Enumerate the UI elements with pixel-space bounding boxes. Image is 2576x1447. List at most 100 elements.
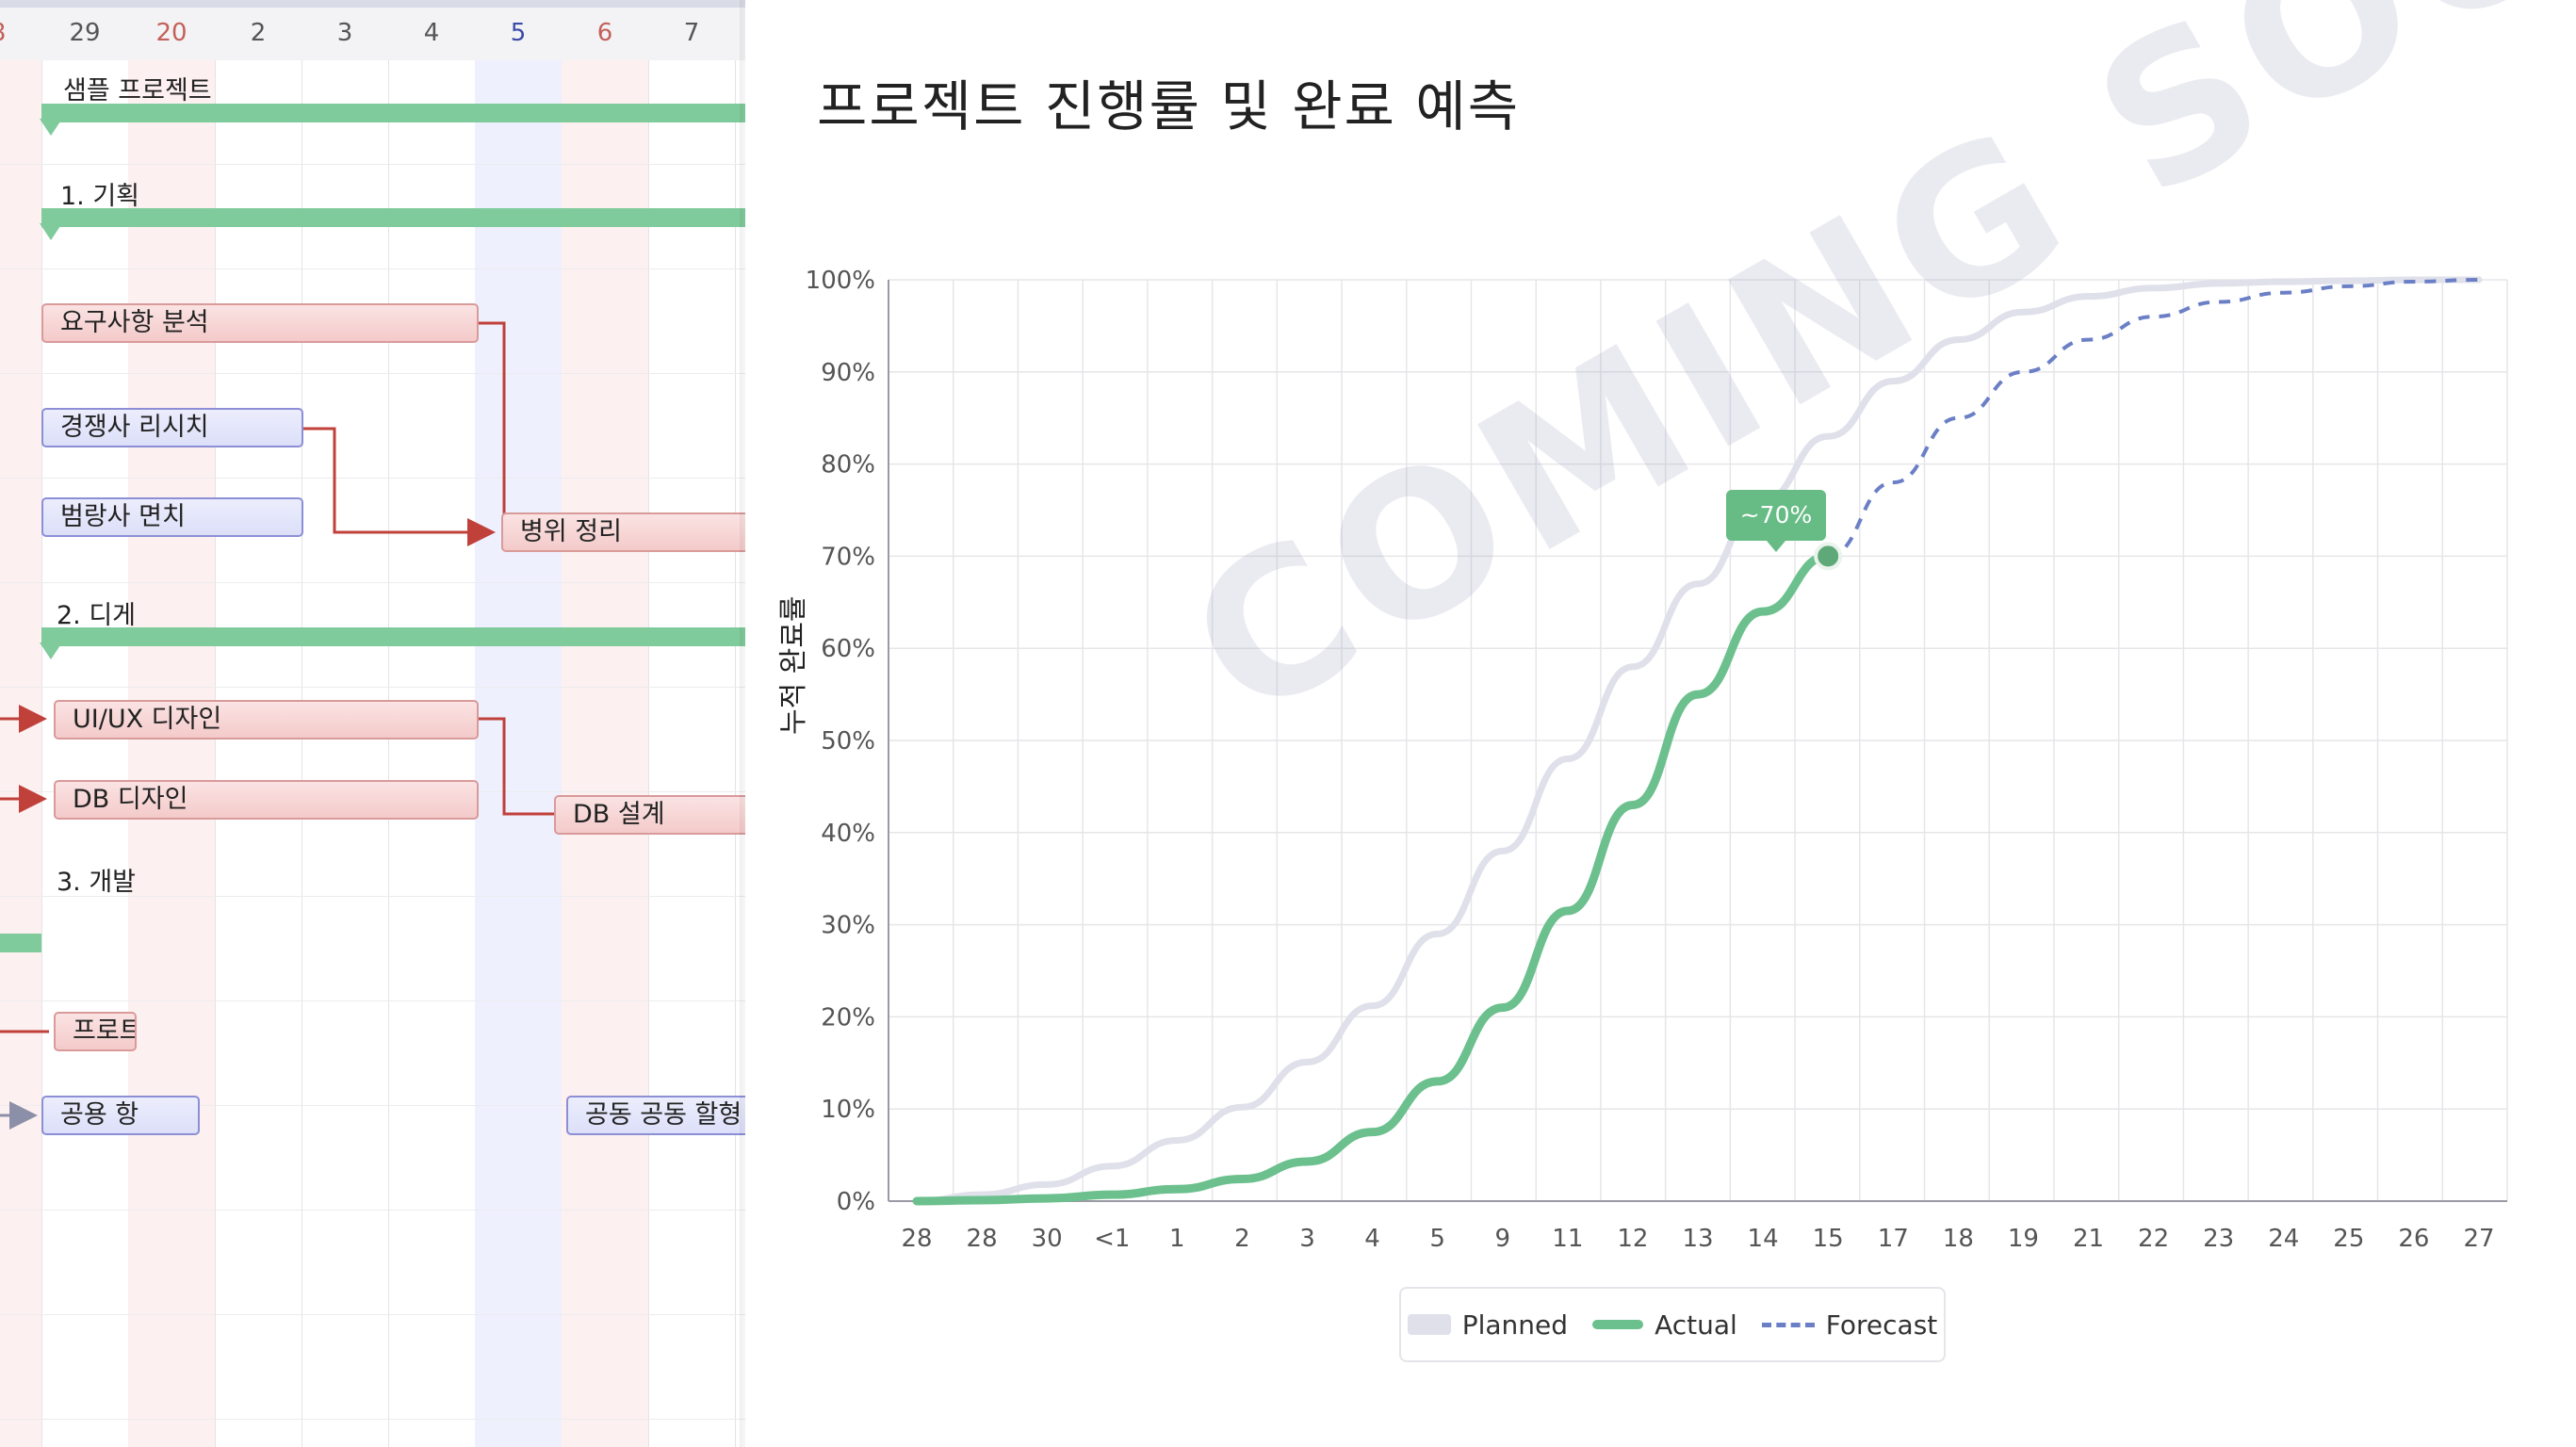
grid-row-line [0, 164, 745, 165]
grid-row-line [0, 478, 745, 479]
y-tick-label: 70% [821, 543, 875, 571]
x-tick-label: 11 [1552, 1225, 1583, 1253]
y-tick-label: 0% [837, 1188, 875, 1216]
gantt-summary-bar[interactable] [41, 208, 745, 227]
legend-label-forecast: Forecast [1825, 1309, 1938, 1341]
grid-row-line [0, 582, 745, 583]
weekend-column [128, 60, 215, 1447]
y-tick-label: 20% [821, 1003, 875, 1032]
gantt-summary-bar[interactable] [0, 934, 41, 952]
gantt-group-label[interactable]: 샘플 프로젝트 [63, 76, 212, 106]
grid-row-line [0, 1210, 745, 1211]
x-tick-label: 5 [1429, 1225, 1445, 1253]
day-header[interactable]: 8 [0, 19, 41, 47]
day-header[interactable]: 5 [510, 19, 527, 47]
legend-item-actual[interactable]: Actual [1592, 1309, 1737, 1341]
chart-panel: 프로젝트 진행률 및 완료 예측 누적 완료률 0% 10% 20% 30% 40% 50… [749, 0, 2576, 1447]
gantt-timeline-header: 8 29 20 2 3 4 5 6 7 [0, 0, 745, 60]
grid-column-line [41, 60, 42, 1447]
grid-column-line [648, 60, 649, 1447]
gantt-task-bar[interactable]: 경쟁사 리시치 [41, 408, 303, 447]
y-tick-label: 80% [821, 451, 875, 480]
x-tick-label: 25 [2333, 1225, 2364, 1253]
gantt-group-label[interactable]: 1. 기획 [60, 182, 140, 211]
grid-column-line [735, 60, 736, 1447]
x-tick-label: 30 [1032, 1225, 1063, 1253]
x-tick-label: 9 [1494, 1225, 1510, 1253]
y-tick-label: 10% [821, 1096, 875, 1124]
x-tick-label: 23 [2203, 1225, 2234, 1253]
legend-label-actual: Actual [1655, 1309, 1737, 1341]
y-tick-label: 30% [821, 912, 875, 940]
panel-divider [740, 0, 745, 1447]
x-tick-label: 15 [1813, 1225, 1844, 1253]
legend-item-forecast[interactable]: Forecast [1761, 1309, 1938, 1341]
gantt-task-bar[interactable]: 범랑사 면치 [41, 497, 303, 537]
progress-chart: 0% 10% 20% 30% 40% 50% 60% 70% 80% 90% 100% 28 28 30… [806, 267, 2508, 1253]
grid-row-line [0, 1105, 745, 1106]
x-tick-label: 2 [1234, 1225, 1250, 1253]
x-tick-label: 13 [1682, 1225, 1713, 1253]
gantt-dependency-links [0, 321, 554, 1130]
series-forecast-line [1827, 278, 2480, 559]
dependency-link [303, 427, 496, 546]
x-tick-label: 28 [901, 1225, 932, 1253]
day-header[interactable]: 6 [596, 19, 613, 47]
x-tick-label: 18 [1943, 1225, 1974, 1253]
chart-legend: Planned Actual Forecast [1399, 1287, 1946, 1362]
forecast-swatch-icon [1761, 1322, 1815, 1327]
y-tick-label: 90% [821, 359, 875, 387]
gantt-task-bar[interactable]: 공동 공동 할형 [566, 1096, 745, 1135]
x-tick-label: 26 [2398, 1225, 2429, 1253]
x-tick-label: 12 [1617, 1225, 1648, 1253]
y-tick-label: 40% [821, 820, 875, 848]
progress-callout: ~70% [1726, 490, 1826, 552]
x-tick-label: 19 [2008, 1225, 2039, 1253]
legend-item-planned[interactable]: Planned [1407, 1309, 1569, 1341]
x-tick-label: 1 [1169, 1225, 1185, 1253]
gantt-task-bar[interactable]: UI/UX 디자인 [54, 700, 479, 740]
y-tick-label: 100% [806, 267, 875, 295]
gantt-summary-bar[interactable] [41, 627, 745, 646]
day-header[interactable]: 7 [683, 19, 700, 47]
y-tick-label: 60% [821, 635, 875, 663]
gantt-task-bar[interactable]: 요구사항 분석 [41, 303, 479, 343]
grid-row-line [0, 896, 745, 897]
dependency-link [479, 321, 506, 532]
chart-title: 프로젝트 진행률 및 완료 예측 [817, 74, 1521, 138]
planned-swatch-icon [1407, 1314, 1451, 1335]
weekend-column [0, 60, 41, 1447]
today-column [475, 60, 562, 1447]
gantt-task-bar[interactable]: 병위 정리 [501, 512, 745, 552]
gantt-summary-bar[interactable] [41, 104, 745, 122]
x-tick-label: 28 [967, 1225, 998, 1253]
grid-row-line [0, 1000, 745, 1001]
gantt-task-bar[interactable]: 공용 항 [41, 1096, 200, 1135]
x-tick-label: 22 [2138, 1225, 2169, 1253]
grid-column-line [215, 60, 216, 1447]
gantt-task-bar[interactable]: 프로트 [54, 1012, 137, 1051]
day-header[interactable]: 2 [250, 19, 267, 47]
summary-start-marker [40, 642, 62, 659]
grid-column-line [388, 60, 389, 1447]
x-tick-label: 14 [1748, 1225, 1779, 1253]
x-tick-label: 3 [1299, 1225, 1315, 1253]
gantt-task-bar[interactable]: DB 설계 [554, 795, 745, 835]
x-tick-label: 24 [2268, 1225, 2299, 1253]
current-progress-marker [1814, 542, 1843, 571]
weekend-column [562, 60, 648, 1447]
day-header[interactable]: 29 [69, 19, 101, 47]
x-tick-label: 27 [2463, 1225, 2494, 1253]
summary-start-marker [40, 119, 62, 136]
grid-row-line [0, 268, 745, 269]
gantt-task-bar[interactable]: DB 디자인 [54, 780, 479, 820]
day-header[interactable]: 4 [423, 19, 440, 47]
day-header[interactable]: 20 [155, 19, 187, 47]
day-header[interactable]: 3 [336, 19, 353, 47]
y-tick-label: 50% [821, 727, 875, 756]
legend-label-planned: Planned [1461, 1309, 1569, 1341]
x-tick-label: 21 [2073, 1225, 2104, 1253]
gantt-group-label[interactable]: 2. 디게 [57, 601, 137, 630]
x-tick-label: 17 [1878, 1225, 1909, 1253]
gantt-group-label[interactable]: 3. 개발 [57, 868, 137, 897]
